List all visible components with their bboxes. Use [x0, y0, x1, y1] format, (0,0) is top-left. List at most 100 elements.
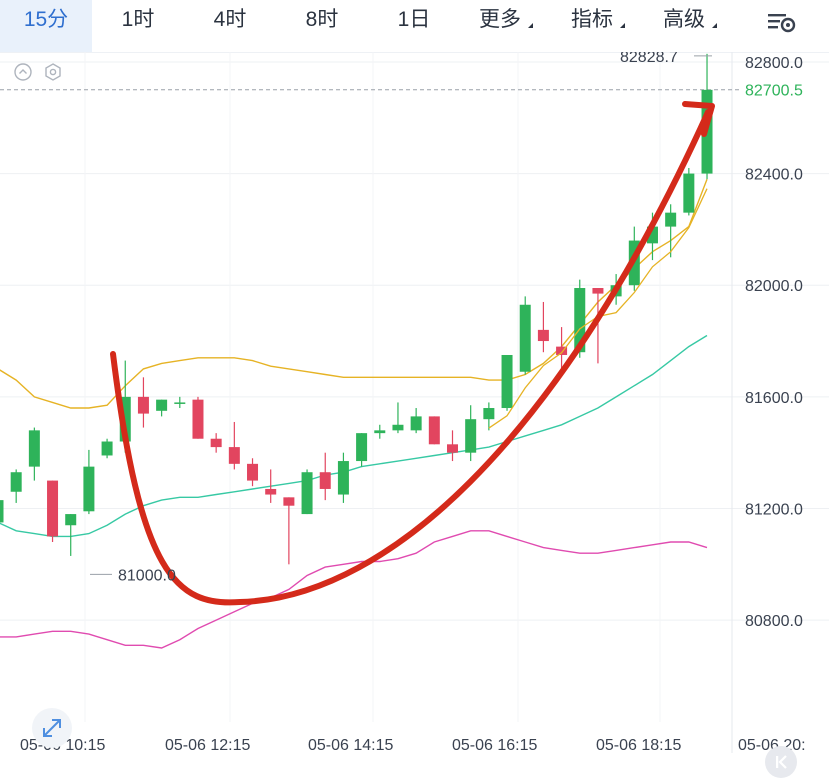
candle	[283, 497, 295, 565]
candle-body	[592, 288, 604, 294]
candle	[210, 433, 222, 453]
candle	[410, 408, 422, 434]
dropdown-triangle-icon	[615, 23, 625, 28]
expand-arrows-icon[interactable]	[32, 708, 72, 748]
x-axis-label: 05-06 18:15	[596, 737, 682, 753]
candle-body	[337, 461, 349, 495]
candle	[192, 396, 204, 439]
candle	[228, 421, 240, 470]
candle-body	[156, 399, 168, 411]
annotation-arrowhead	[682, 101, 715, 137]
tab-label: 1时	[121, 8, 155, 31]
candle	[447, 430, 458, 462]
ma-long-line	[0, 334, 708, 538]
candle	[483, 402, 495, 431]
y-axis-label: 82800.0	[745, 55, 803, 72]
candle-body	[301, 472, 313, 515]
candle	[265, 469, 277, 503]
tab-4h[interactable]: 4时	[184, 0, 276, 52]
x-axis-label: 05-06 16:15	[452, 737, 538, 753]
candle-body	[447, 444, 458, 453]
candle	[65, 514, 77, 556]
candle	[592, 288, 604, 364]
candle	[337, 452, 349, 503]
candle-body	[10, 472, 22, 492]
candle-body	[210, 438, 222, 448]
lower-band-line	[0, 530, 708, 649]
candle-body	[319, 472, 331, 489]
candle-body	[265, 488, 277, 495]
candle-body	[665, 212, 677, 227]
candle-body	[410, 416, 422, 431]
tab-label: 高级	[663, 8, 705, 31]
scroll-to-latest-icon[interactable]	[765, 746, 797, 778]
candle	[174, 396, 186, 409]
candle-body	[137, 396, 149, 414]
candlestick-chart[interactable]: 82800.0 82400.0 82000.0 81600.0 81200.0 80800…	[0, 49, 829, 778]
candle-body	[174, 402, 186, 404]
candle	[665, 204, 677, 258]
y-axis-label: 82400.0	[745, 167, 803, 184]
candle	[374, 424, 386, 439]
candle	[137, 377, 149, 428]
tab-advanced[interactable]: 高级	[644, 0, 736, 52]
candle-body	[374, 430, 386, 434]
candle-body	[65, 514, 77, 526]
candle-body	[192, 399, 204, 439]
x-axis-label: 05-06 14:15	[308, 737, 394, 753]
tab-label: 4时	[213, 8, 247, 31]
tab-indicators[interactable]: 指标	[552, 0, 644, 52]
tab-1d[interactable]: 1日	[368, 0, 460, 52]
candle-body	[356, 433, 368, 462]
low-price-label: 81000.0	[118, 567, 176, 584]
tab-label: 8时	[305, 8, 339, 31]
candle-body	[501, 354, 513, 409]
dropdown-triangle-icon	[707, 23, 717, 28]
candle-body	[119, 396, 131, 442]
tab-label: 指标	[571, 8, 613, 31]
candle-body	[101, 441, 113, 456]
candle-body	[519, 304, 531, 372]
tab-1h[interactable]: 1时	[92, 0, 184, 52]
tab-15m[interactable]: 15分	[0, 0, 92, 52]
candle	[156, 399, 168, 417]
axis-labels: 82800.0 82400.0 82000.0 81600.0 81200.0 80800…	[20, 49, 806, 754]
candle	[392, 402, 404, 434]
candle-body	[537, 329, 549, 342]
chevron-up-circle-icon[interactable]	[14, 63, 32, 81]
candle	[428, 416, 440, 445]
hexagon-gear-icon[interactable]	[44, 63, 62, 81]
candle-body	[392, 424, 404, 431]
candle	[683, 167, 695, 216]
ma-upper-series	[0, 178, 708, 409]
candle	[301, 469, 313, 515]
candle-body	[646, 226, 658, 244]
candle-body	[228, 447, 240, 464]
candle	[537, 301, 549, 353]
candle-body	[47, 480, 59, 537]
candle-body	[283, 497, 295, 506]
lower-band-series	[0, 530, 708, 649]
y-axis-label: 81600.0	[745, 390, 803, 407]
dropdown-triangle-icon	[523, 23, 533, 28]
candle	[319, 452, 331, 501]
candle	[501, 354, 513, 411]
candle	[519, 296, 531, 375]
candle	[247, 458, 259, 487]
candle-body	[465, 419, 477, 453]
y-axis-label: 80800.0	[745, 613, 803, 630]
tab-8h[interactable]: 8时	[276, 0, 368, 52]
annotation-arrow	[110, 101, 715, 606]
candle	[83, 449, 95, 515]
candle	[0, 500, 4, 523]
candle-body	[483, 408, 495, 420]
candle-body	[28, 430, 40, 467]
candle	[465, 405, 477, 462]
y-axis-label: 82000.0	[745, 278, 803, 295]
tab-more[interactable]: 更多	[460, 0, 552, 52]
chart-settings-icon[interactable]	[766, 8, 800, 36]
candle-body	[683, 173, 695, 213]
timeframe-tabs: 15分 1时 4时 8时 1日 更多 指标 高级	[0, 0, 829, 53]
candle	[556, 327, 568, 375]
tab-label: 15分	[23, 8, 69, 31]
